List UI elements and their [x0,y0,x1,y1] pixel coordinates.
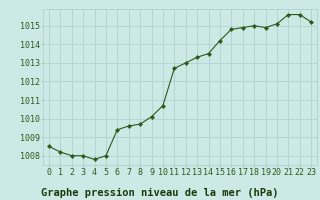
Text: Graphe pression niveau de la mer (hPa): Graphe pression niveau de la mer (hPa) [41,188,279,198]
